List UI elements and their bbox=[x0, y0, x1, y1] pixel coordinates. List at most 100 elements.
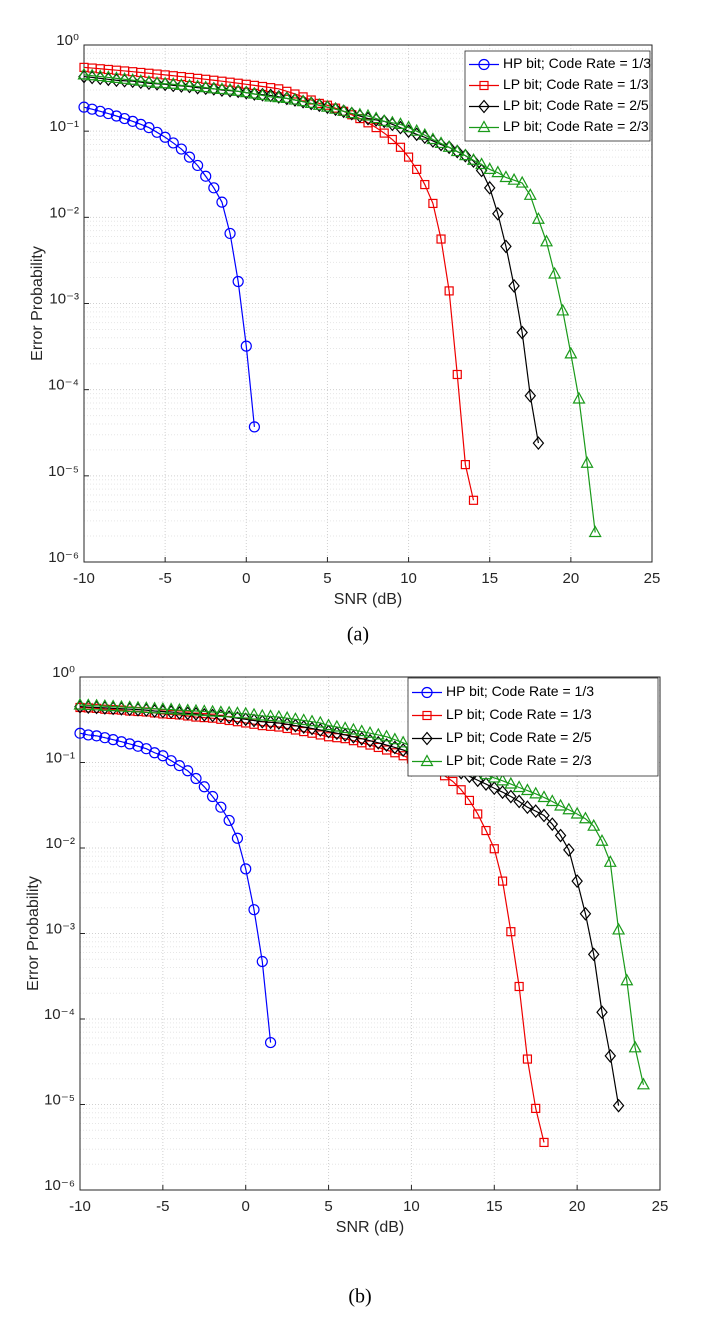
marker bbox=[231, 832, 244, 844]
y-tick-label: 10⁻⁶ bbox=[44, 1177, 75, 1194]
marker bbox=[94, 105, 106, 117]
marker bbox=[239, 85, 253, 98]
marker bbox=[232, 275, 244, 288]
marker bbox=[86, 103, 98, 115]
marker bbox=[207, 81, 221, 94]
marker bbox=[578, 811, 592, 824]
marker bbox=[216, 196, 228, 208]
marker bbox=[515, 175, 529, 188]
marker bbox=[628, 1040, 642, 1053]
legend-label: LP bit; Code Rate = 2/5 bbox=[446, 729, 592, 745]
marker bbox=[151, 76, 163, 91]
marker bbox=[164, 702, 178, 715]
marker bbox=[491, 165, 505, 178]
marker bbox=[281, 91, 293, 106]
marker bbox=[512, 780, 526, 793]
marker bbox=[538, 808, 550, 823]
y-tick-label: 10⁻⁴ bbox=[48, 377, 79, 394]
marker bbox=[232, 84, 244, 99]
legend-marker bbox=[478, 58, 490, 71]
x-tick-label: 25 bbox=[652, 1198, 669, 1215]
caption: (a) bbox=[347, 624, 369, 646]
marker bbox=[444, 286, 454, 296]
marker bbox=[596, 1005, 608, 1020]
marker bbox=[508, 278, 520, 293]
marker bbox=[139, 701, 153, 713]
caption: (b) bbox=[348, 1286, 371, 1308]
marker bbox=[90, 730, 103, 742]
x-tick-label: 0 bbox=[242, 570, 250, 587]
marker bbox=[124, 738, 136, 750]
legend-label: LP bit; Code Rate = 2/5 bbox=[503, 97, 649, 113]
marker bbox=[595, 833, 609, 846]
marker bbox=[166, 77, 180, 89]
y-tick-label: 10⁻⁵ bbox=[48, 463, 79, 480]
marker bbox=[531, 1103, 541, 1114]
marker bbox=[182, 78, 197, 91]
marker bbox=[506, 927, 516, 937]
y-tick-label: 10⁻² bbox=[45, 835, 75, 852]
marker bbox=[143, 121, 155, 134]
marker bbox=[531, 212, 545, 224]
marker bbox=[636, 1077, 650, 1090]
marker bbox=[377, 114, 391, 126]
marker bbox=[554, 798, 568, 811]
x-tick-label: 20 bbox=[569, 1198, 586, 1215]
marker bbox=[82, 729, 94, 741]
marker bbox=[396, 735, 410, 748]
marker bbox=[345, 106, 358, 121]
x-tick-label: 5 bbox=[323, 570, 331, 587]
marker bbox=[571, 874, 583, 889]
marker bbox=[513, 794, 525, 809]
marker bbox=[548, 266, 562, 279]
marker bbox=[248, 904, 260, 916]
marker bbox=[264, 89, 278, 102]
y-tick-label: 10⁻¹ bbox=[49, 118, 79, 135]
marker bbox=[507, 172, 521, 185]
marker bbox=[255, 88, 270, 101]
marker bbox=[248, 421, 260, 433]
marker bbox=[118, 72, 132, 84]
marker bbox=[215, 801, 227, 813]
marker bbox=[539, 234, 554, 247]
marker bbox=[475, 157, 489, 170]
marker bbox=[224, 227, 236, 240]
marker bbox=[199, 80, 213, 93]
marker bbox=[521, 800, 534, 815]
marker bbox=[223, 814, 235, 827]
marker bbox=[460, 460, 470, 470]
marker bbox=[114, 699, 128, 712]
marker bbox=[604, 1048, 617, 1063]
marker bbox=[588, 525, 602, 538]
marker bbox=[175, 143, 187, 155]
marker bbox=[159, 77, 171, 92]
marker bbox=[500, 239, 512, 254]
x-tick-label: -10 bbox=[73, 570, 95, 587]
y-axis-label: Error Probability bbox=[25, 876, 42, 991]
x-axis-label: SNR (dB) bbox=[336, 1219, 404, 1236]
marker bbox=[192, 159, 204, 172]
marker bbox=[522, 1054, 533, 1064]
marker bbox=[452, 369, 462, 380]
legend-marker bbox=[421, 731, 433, 746]
legend-marker bbox=[478, 99, 490, 114]
y-tick-label: 10⁻³ bbox=[49, 290, 79, 307]
marker bbox=[587, 947, 600, 962]
marker bbox=[330, 719, 344, 732]
marker bbox=[289, 93, 301, 107]
marker bbox=[165, 755, 177, 767]
marker bbox=[110, 110, 123, 122]
legend-marker bbox=[477, 120, 491, 133]
marker bbox=[418, 127, 432, 140]
marker bbox=[181, 703, 195, 716]
legend-box bbox=[464, 50, 651, 142]
y-axis-label: Error Probability bbox=[29, 246, 46, 361]
marker bbox=[436, 234, 446, 244]
marker bbox=[157, 750, 169, 762]
marker bbox=[380, 729, 394, 742]
marker bbox=[248, 87, 261, 101]
marker bbox=[264, 1036, 277, 1049]
marker bbox=[420, 179, 430, 190]
